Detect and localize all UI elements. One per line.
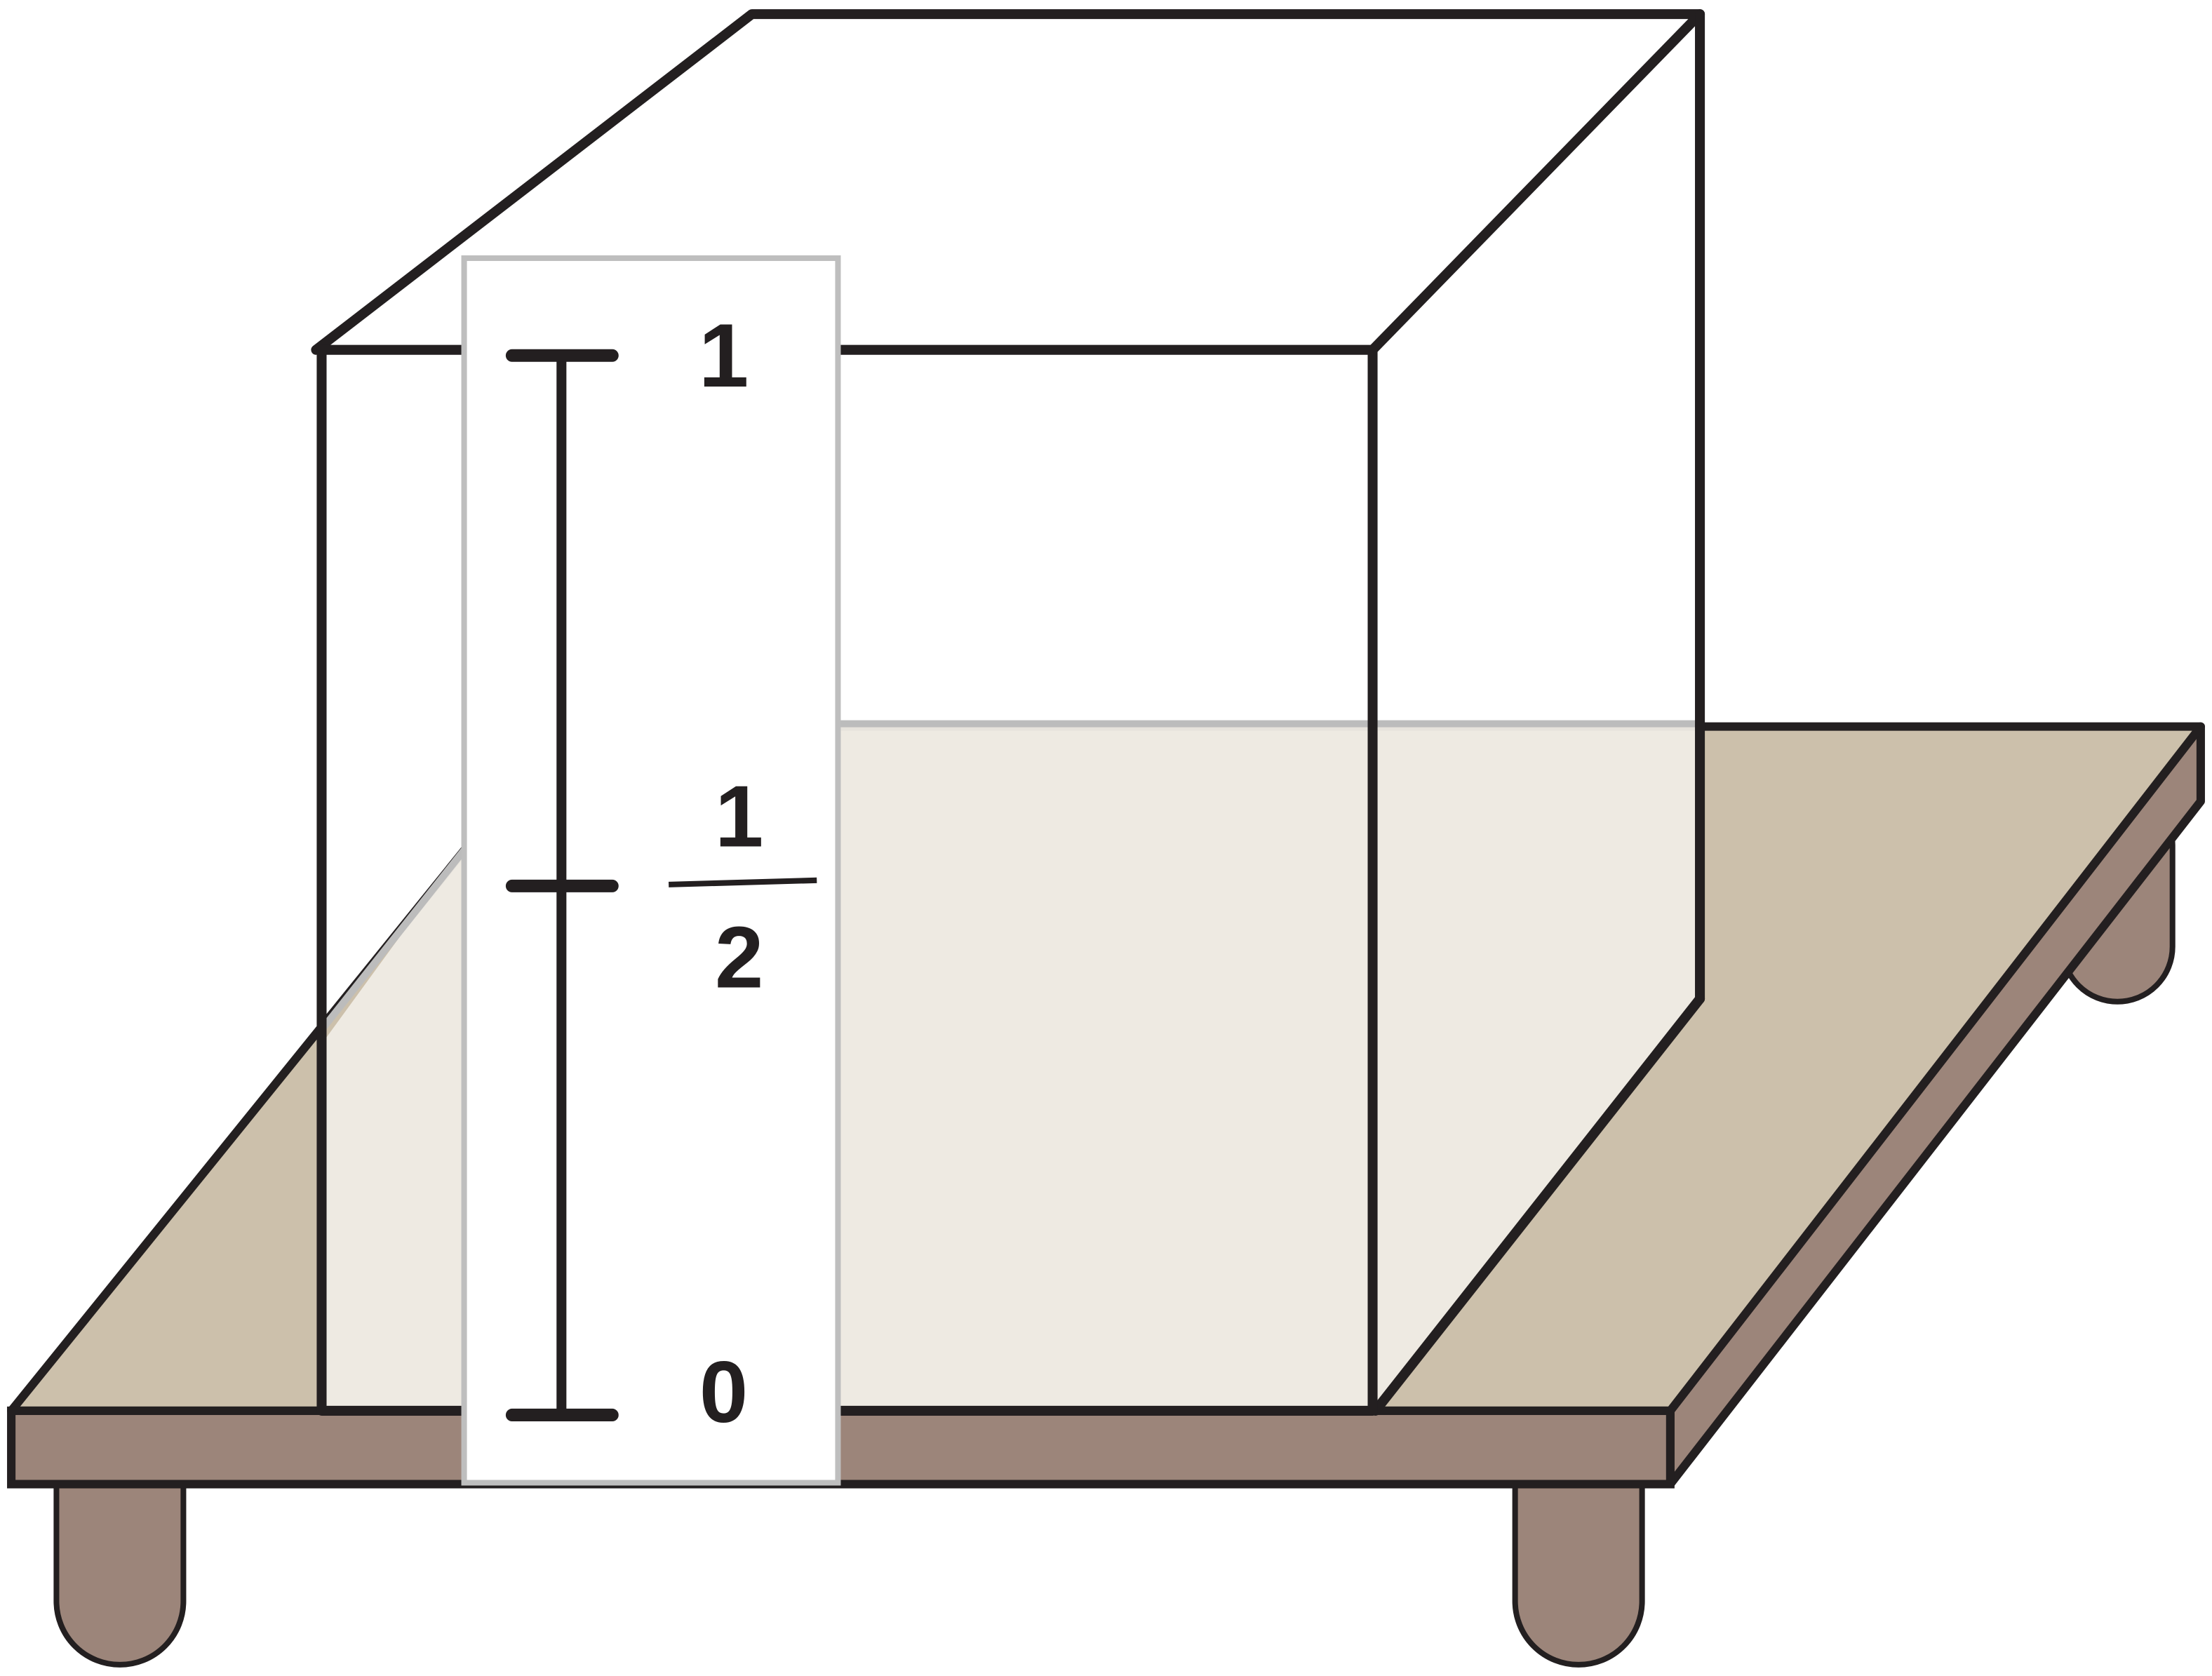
ruler-label-one: 1 — [699, 306, 749, 406]
measuring-ruler: 1 1 2 0 — [461, 255, 841, 1486]
container-bottom-right-edge — [1370, 993, 1705, 1416]
ruler-label-zero: 0 — [699, 1343, 748, 1441]
ruler-label-half-denominator: 2 — [715, 909, 763, 1007]
ruler-card — [461, 255, 841, 1486]
container-front-face — [316, 344, 1378, 1416]
fraction-bar — [669, 877, 817, 887]
ruler-label-half-numerator: 1 — [715, 768, 763, 866]
container-top-back-edge — [311, 9, 1705, 355]
glass-container — [311, 9, 1705, 1416]
